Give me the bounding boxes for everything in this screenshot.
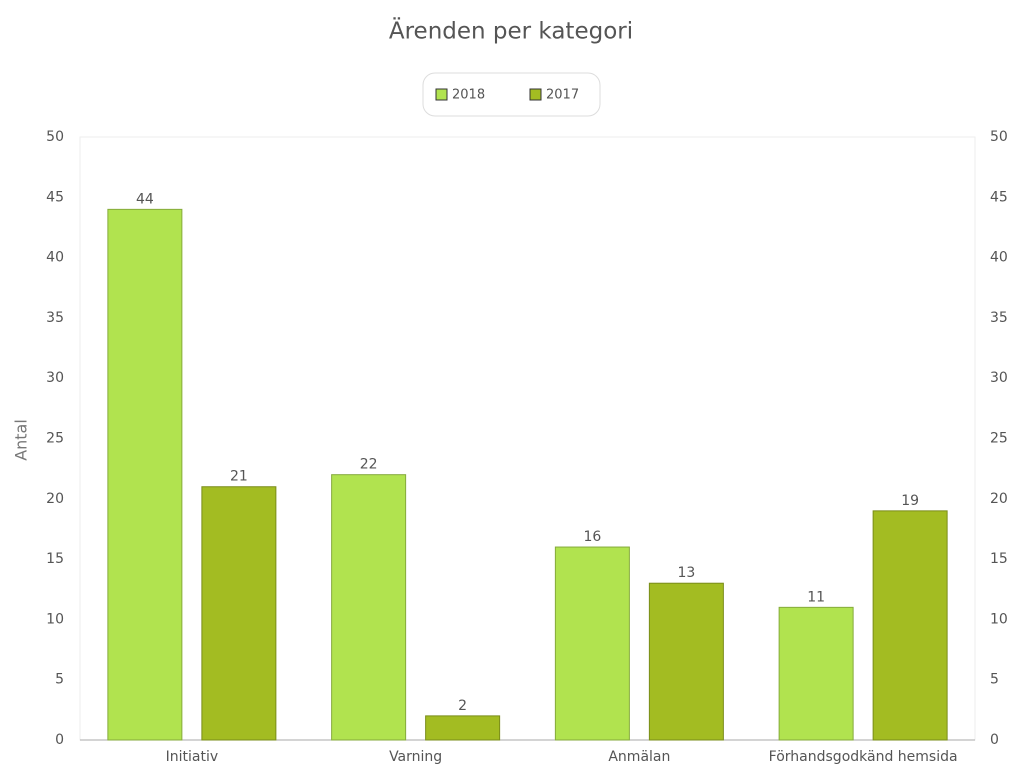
value-label: 22 bbox=[360, 457, 378, 473]
y-axis-label: Antal bbox=[12, 419, 31, 461]
legend-label: 2018 bbox=[452, 88, 485, 103]
bar bbox=[554, 546, 630, 741]
chart-title: Ärenden per kategori bbox=[389, 17, 633, 45]
y-tick-label: 25 bbox=[46, 431, 64, 447]
y-tick-label: 40 bbox=[46, 250, 64, 266]
y-tick-label: 45 bbox=[46, 189, 64, 205]
x-tick-label: Initiativ bbox=[166, 749, 219, 765]
legend-label: 2017 bbox=[546, 88, 579, 103]
bar bbox=[648, 582, 724, 741]
y-tick-label: 0 bbox=[55, 732, 64, 748]
y2-tick-label: 45 bbox=[990, 189, 1008, 205]
bar bbox=[331, 474, 407, 741]
value-label: 21 bbox=[230, 469, 248, 485]
y2-tick-label: 25 bbox=[990, 431, 1008, 447]
value-label: 44 bbox=[136, 191, 154, 207]
y-tick-label: 5 bbox=[55, 672, 64, 688]
value-label: 16 bbox=[583, 529, 601, 545]
y2-tick-label: 5 bbox=[990, 672, 999, 688]
y2-tick-label: 15 bbox=[990, 551, 1008, 567]
y2-tick-label: 40 bbox=[990, 250, 1008, 266]
value-label: 13 bbox=[677, 565, 695, 581]
legend-swatch bbox=[435, 88, 448, 101]
y2-tick-label: 35 bbox=[990, 310, 1008, 326]
y-tick-label: 35 bbox=[46, 310, 64, 326]
x-tick-label: Anmälan bbox=[608, 749, 670, 765]
x-tick-label: Förhandsgodkänd hemsida bbox=[769, 749, 958, 765]
y2-tick-label: 0 bbox=[990, 732, 999, 748]
y2-tick-label: 10 bbox=[990, 611, 1008, 627]
bar bbox=[425, 715, 501, 741]
y-tick-label: 20 bbox=[46, 491, 64, 507]
legend-box bbox=[422, 72, 601, 117]
y2-tick-label: 30 bbox=[990, 370, 1008, 386]
y2-tick-label: 20 bbox=[990, 491, 1008, 507]
x-tick-label: Varning bbox=[389, 749, 442, 765]
value-label: 19 bbox=[901, 493, 919, 509]
bar bbox=[107, 208, 183, 741]
bar bbox=[872, 510, 948, 741]
y-tick-label: 50 bbox=[46, 129, 64, 145]
y-tick-label: 15 bbox=[46, 551, 64, 567]
bar bbox=[778, 606, 854, 741]
legend-swatch bbox=[529, 88, 542, 101]
value-label: 11 bbox=[807, 589, 825, 605]
bar bbox=[201, 486, 277, 741]
value-label: 2 bbox=[458, 698, 467, 714]
y-tick-label: 10 bbox=[46, 611, 64, 627]
y2-tick-label: 50 bbox=[990, 129, 1008, 145]
y-tick-label: 30 bbox=[46, 370, 64, 386]
